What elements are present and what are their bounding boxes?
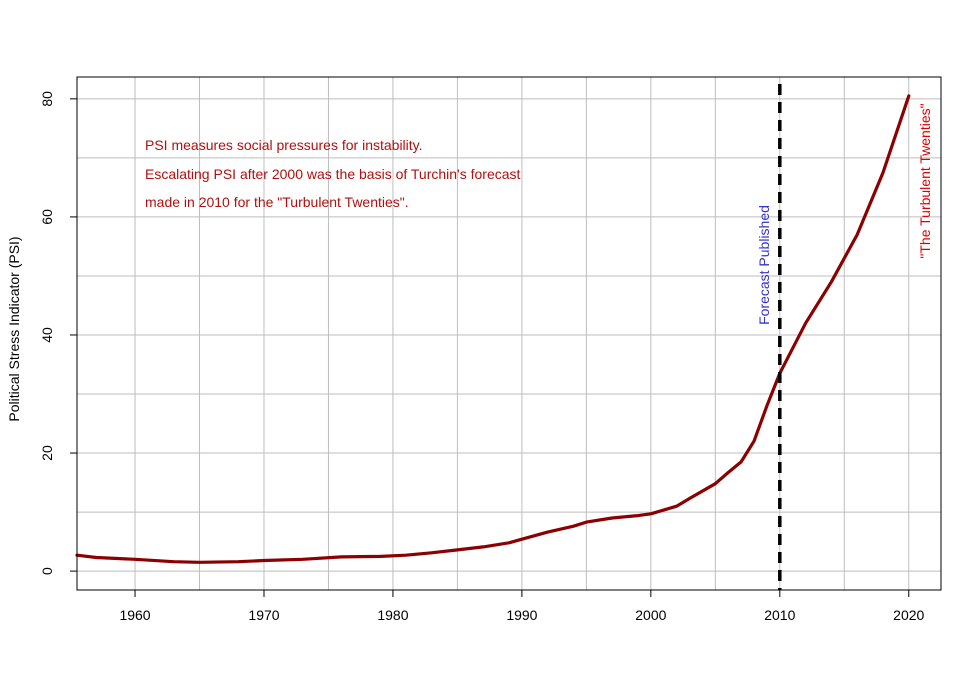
y-axis-title: Political Stress Indicator (PSI) [6,236,22,421]
y-tick-label: 40 [39,327,55,343]
grid [77,77,941,590]
x-tick-label: 1970 [248,607,279,623]
note-line-2: Escalating PSI after 2000 was the basis … [145,166,521,182]
x-tick-label: 2020 [893,607,924,623]
x-tick-label: 1990 [506,607,537,623]
turbulent-twenties-label: "The Turbulent Twenties" [917,103,933,258]
x-tick-label: 2010 [764,607,795,623]
plot-frame [76,76,942,591]
x-tick-label: 1960 [119,607,150,623]
axes: 1960 1970 1980 1990 2000 2010 2020 0 20 40 60 80 [39,76,942,623]
x-tick-label: 2000 [635,607,666,623]
y-tick-label: 20 [39,445,55,461]
data-layer [75,84,911,590]
psi-series-line [75,94,911,564]
y-tick-label: 0 [39,567,55,575]
note-line-3: made in 2010 for the "Turbulent Twenties… [145,194,409,210]
y-tick-label: 80 [39,91,55,107]
forecast-published-label: Forecast Published [756,205,772,325]
y-tick-label: 60 [39,209,55,225]
x-tick-label: 1980 [377,607,408,623]
note-line-1: PSI measures social pressures for instab… [145,137,423,153]
